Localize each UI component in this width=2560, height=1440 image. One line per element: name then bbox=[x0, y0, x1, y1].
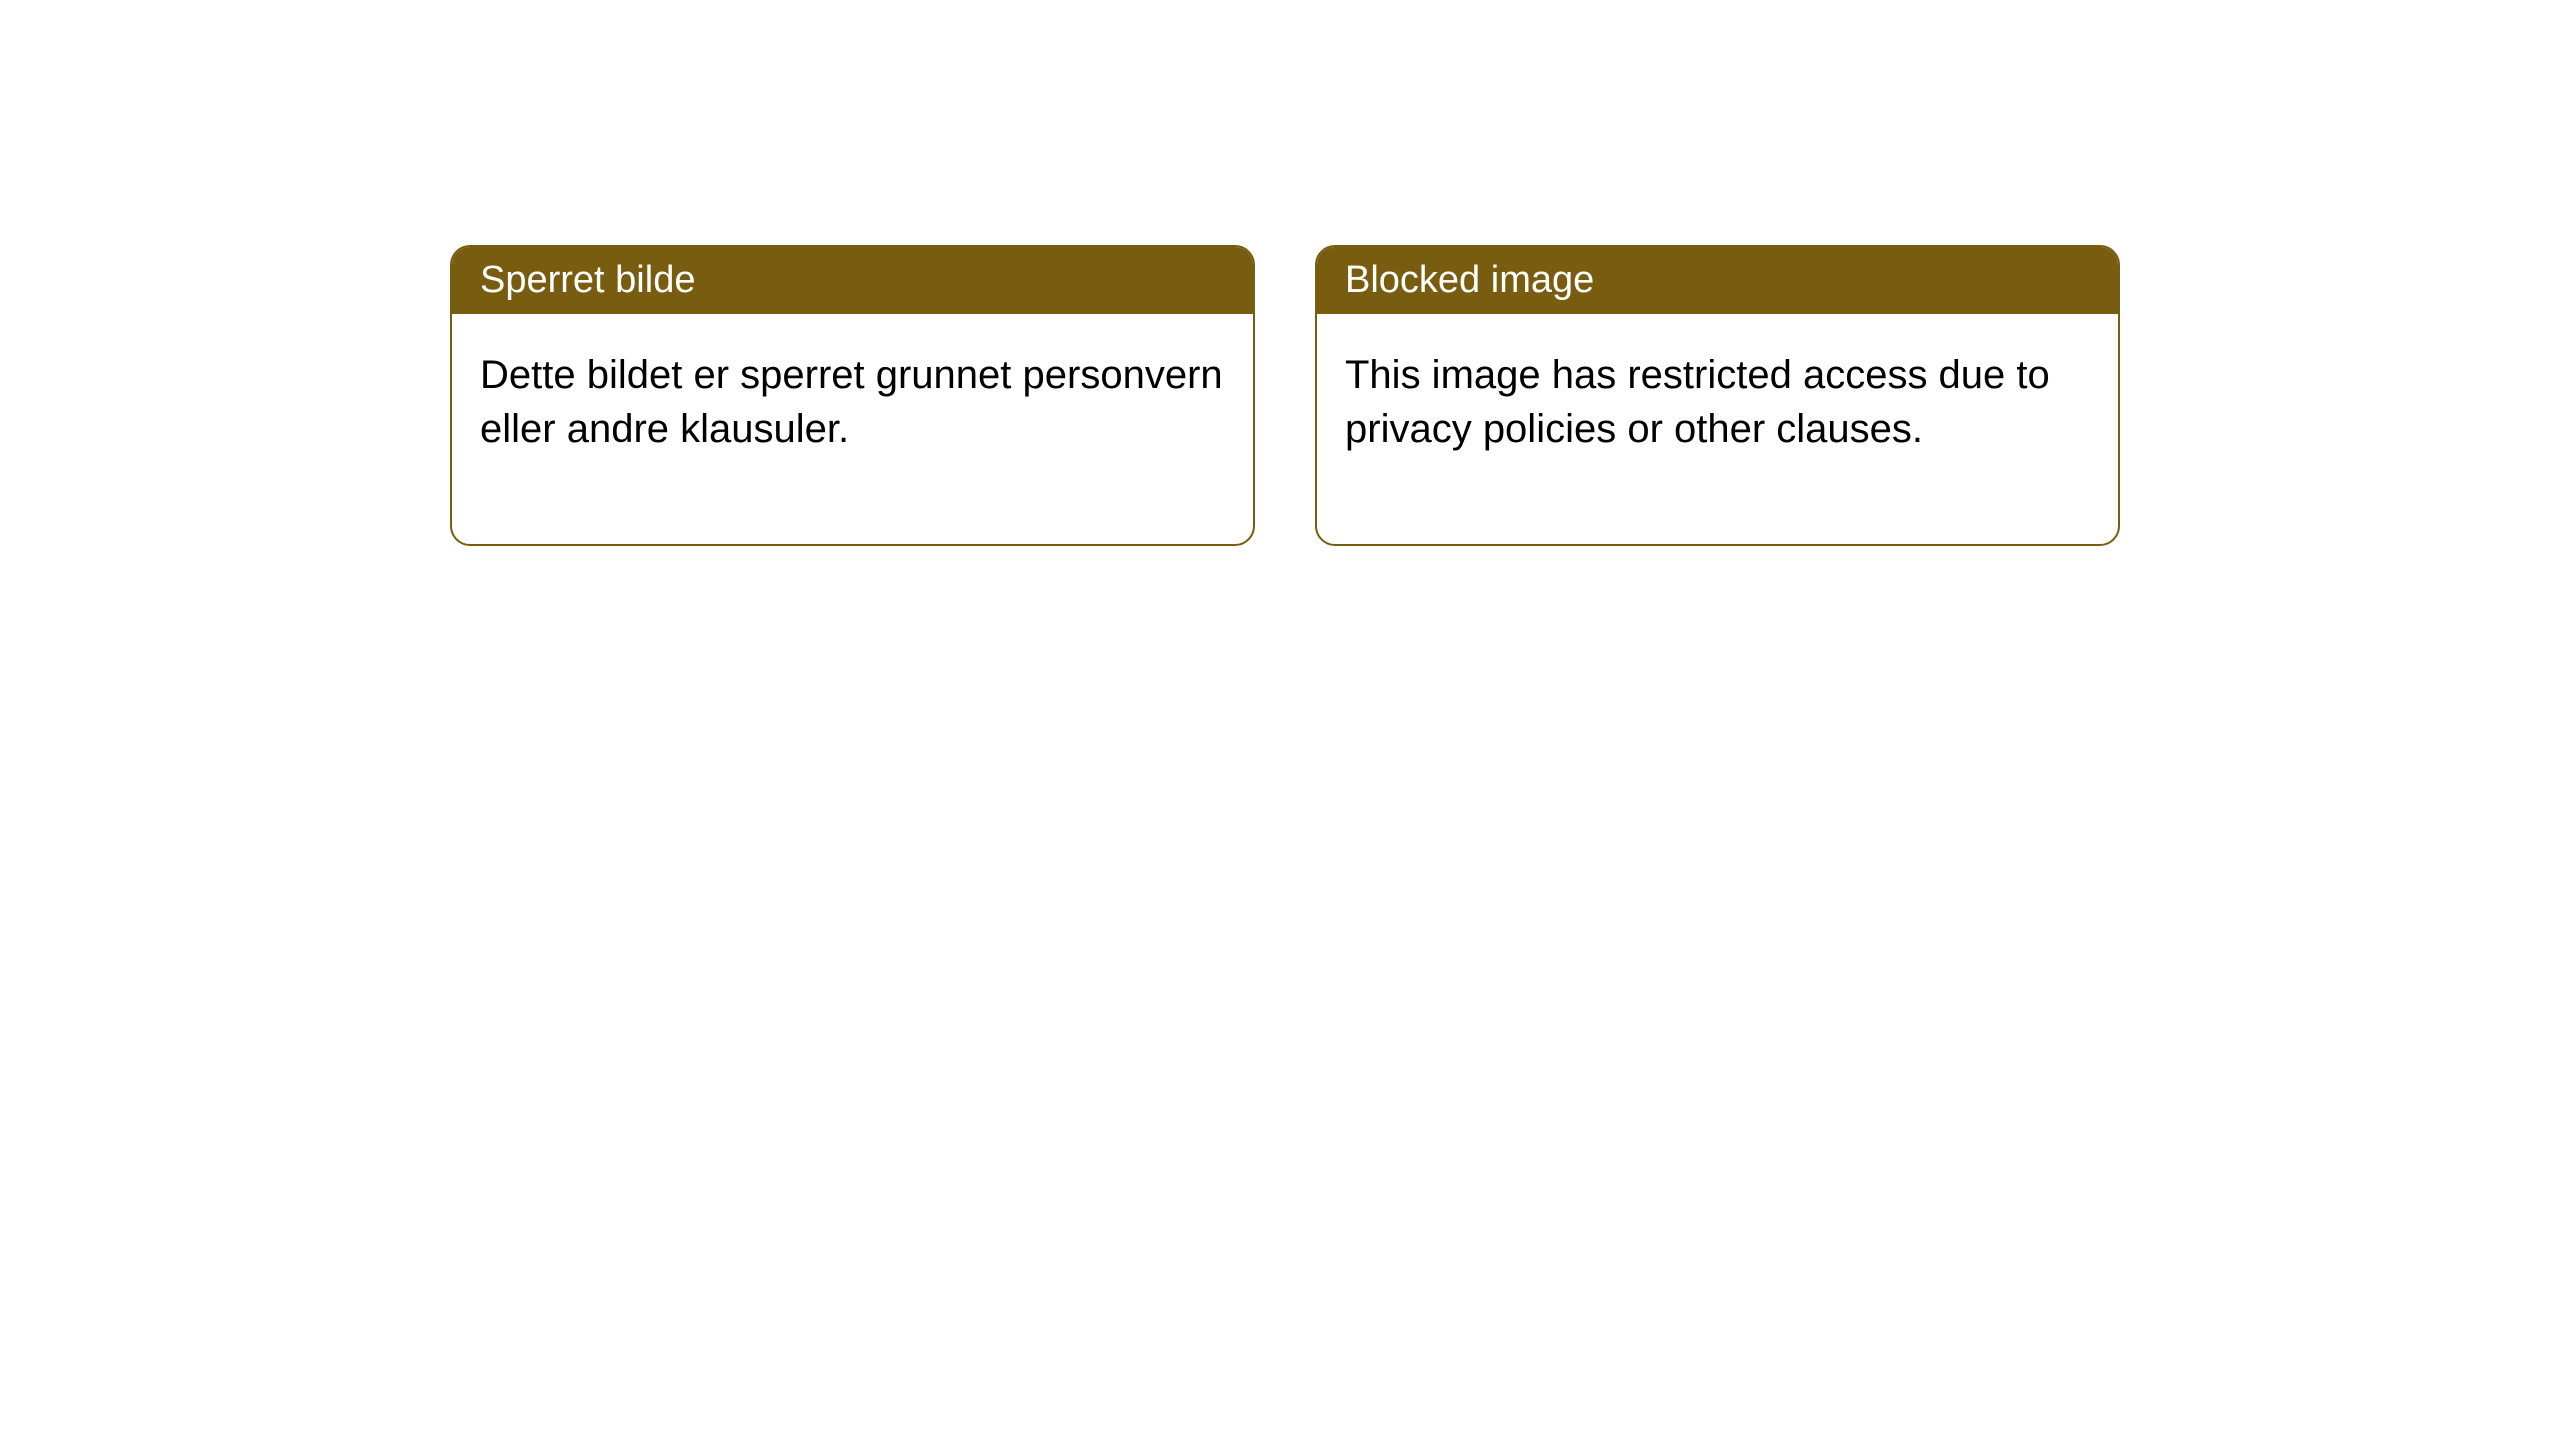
blocked-image-card-en: Blocked image This image has restricted … bbox=[1315, 245, 2120, 546]
card-text-no: Dette bildet er sperret grunnet personve… bbox=[480, 353, 1223, 451]
card-text-en: This image has restricted access due to … bbox=[1345, 353, 2050, 451]
card-body-en: This image has restricted access due to … bbox=[1317, 314, 2118, 544]
cards-container: Sperret bilde Dette bildet er sperret gr… bbox=[0, 0, 2560, 546]
blocked-image-card-no: Sperret bilde Dette bildet er sperret gr… bbox=[450, 245, 1255, 546]
card-header-en: Blocked image bbox=[1317, 247, 2118, 314]
card-title-no: Sperret bilde bbox=[480, 259, 695, 301]
card-header-no: Sperret bilde bbox=[452, 247, 1253, 314]
card-title-en: Blocked image bbox=[1345, 259, 1594, 301]
card-body-no: Dette bildet er sperret grunnet personve… bbox=[452, 314, 1253, 544]
